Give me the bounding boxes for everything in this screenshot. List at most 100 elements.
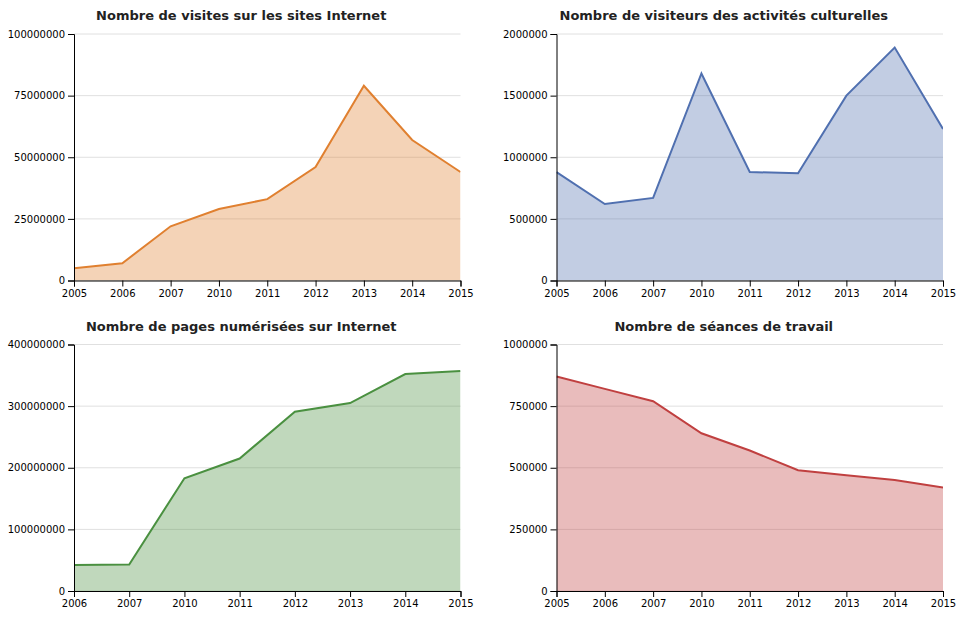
y-tick-label: 250000 [509, 524, 547, 535]
x-tick-mark [316, 281, 317, 287]
x-tick-mark [219, 281, 220, 287]
grid-line [557, 34, 944, 35]
x-tick-mark [605, 281, 606, 287]
x-tick: 2012 [786, 591, 811, 609]
y-tick-mark [551, 157, 557, 158]
y-tick: 25000000 [14, 214, 74, 225]
line [74, 86, 461, 268]
y-tick-mark [551, 345, 557, 346]
x-tick-label: 2014 [393, 598, 418, 609]
panel: Nombre de visites sur les sites Internet… [8, 8, 474, 299]
x-tick-mark [129, 591, 130, 597]
x-tick-label: 2005 [544, 288, 569, 299]
x-axis-line [557, 281, 944, 287]
area [74, 371, 461, 591]
x-tick-mark [461, 281, 462, 287]
x-tick-label: 2006 [62, 598, 87, 609]
figure: Nombre de visites sur les sites Internet… [0, 0, 965, 621]
x-axis: 200520062007201020112012201320142015 [544, 591, 956, 609]
x-axis: 200520062007201020112012201320142015 [544, 281, 956, 299]
y-tick-mark [551, 34, 557, 35]
y-tick-mark [551, 529, 557, 530]
y-tick-label: 750000 [509, 401, 547, 412]
x-tick-label: 2013 [834, 288, 859, 299]
grid-line [74, 95, 461, 96]
x-tick-label: 2010 [689, 598, 714, 609]
x-tick-label: 2015 [448, 288, 473, 299]
grid [74, 345, 461, 592]
y-tick-mark [551, 96, 557, 97]
x-tick-mark [461, 591, 462, 597]
y-tick: 0 [541, 275, 556, 286]
y-tick: 100000000 [8, 524, 74, 535]
x-tick: 2007 [641, 281, 666, 299]
y-tick-mark [551, 281, 557, 282]
y-tick-label: 0 [541, 586, 547, 597]
x-tick: 2006 [593, 591, 618, 609]
x-tick-label: 2015 [448, 598, 473, 609]
y-tick: 1500000 [503, 90, 557, 101]
x-tick-mark [943, 591, 944, 597]
x-tick-mark [122, 281, 123, 287]
x-tick: 2012 [303, 281, 328, 299]
x-tick-mark [846, 281, 847, 287]
x-tick: 2015 [931, 281, 956, 299]
x-axis-line [557, 592, 944, 598]
x-tick-label: 2005 [544, 598, 569, 609]
y-tick-mark [68, 468, 74, 469]
x-tick: 2015 [931, 591, 956, 609]
x-tick-label: 2015 [931, 598, 956, 609]
x-tick: 2012 [786, 281, 811, 299]
x-tick-label: 2012 [303, 288, 328, 299]
y-axis: 02500005000007500001000000 [503, 339, 557, 597]
x-tick-mark [798, 591, 799, 597]
y-tick-mark [68, 34, 74, 35]
x-tick-mark [750, 591, 751, 597]
y-tick-mark [551, 591, 557, 592]
y-tick-mark [68, 219, 74, 220]
y-tick: 100000000 [8, 29, 74, 40]
x-tick: 2012 [283, 591, 308, 609]
chart-title: Nombre de séances de travail [614, 319, 833, 334]
x-tick-label: 2012 [786, 598, 811, 609]
y-tick-label: 300000000 [8, 401, 65, 412]
y-tick-mark [68, 157, 74, 158]
x-tick: 2006 [110, 281, 135, 299]
x-tick-label: 2013 [834, 598, 859, 609]
x-tick-label: 2015 [931, 288, 956, 299]
area [74, 86, 461, 281]
x-tick-mark [895, 281, 896, 287]
y-tick: 500000 [509, 214, 556, 225]
x-tick: 2010 [207, 281, 232, 299]
x-tick: 2006 [62, 591, 87, 609]
x-tick-mark [750, 281, 751, 287]
x-tick-mark [846, 591, 847, 597]
x-tick-label: 2014 [400, 288, 425, 299]
x-tick: 2015 [448, 591, 473, 609]
marks [557, 48, 944, 281]
y-axis: 0250000005000000075000000100000000 [8, 29, 75, 287]
x-tick-label: 2013 [352, 288, 377, 299]
y-axis-line [551, 35, 558, 282]
y-tick-label: 1000000 [503, 339, 548, 350]
y-axis-line [551, 345, 558, 592]
x-tick-label: 2012 [283, 598, 308, 609]
chart-title: Nombre de visiteurs des activités cultur… [560, 8, 889, 23]
y-tick-label: 100000000 [8, 29, 65, 40]
x-tick: 2011 [255, 281, 280, 299]
x-tick: 2007 [158, 281, 183, 299]
x-tick-mark [798, 281, 799, 287]
x-tick: 2013 [834, 591, 859, 609]
x-tick-mark [701, 591, 702, 597]
y-tick-mark [551, 468, 557, 469]
x-tick-label: 2012 [786, 288, 811, 299]
grid [74, 34, 461, 281]
x-tick-label: 2011 [227, 598, 252, 609]
y-tick-mark [68, 345, 74, 346]
y-tick-label: 50000000 [14, 152, 65, 163]
y-axis: 0100000000200000000300000000400000000 [8, 339, 75, 597]
plot-area: 2006200720102011201220132014201501000000… [8, 339, 474, 609]
x-axis: 200520062007201020112012201320142015 [62, 281, 474, 299]
y-tick-label: 1500000 [503, 90, 548, 101]
x-tick: 2014 [882, 281, 907, 299]
